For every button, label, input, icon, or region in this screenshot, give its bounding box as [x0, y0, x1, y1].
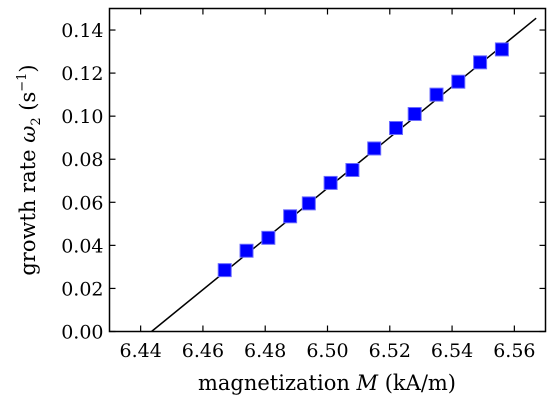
data-point [429, 87, 444, 102]
x-tick-label: 6.54 [431, 340, 473, 362]
y-tick-label: 0.00 [61, 322, 103, 344]
data-point [389, 121, 404, 136]
x-tick-label: 6.44 [119, 340, 161, 362]
x-axis-label: magnetization M (kA/m) [198, 371, 456, 395]
data-point [473, 55, 488, 70]
data-point [451, 74, 466, 89]
y-tick-label: 0.08 [61, 149, 103, 171]
data-point [283, 209, 298, 224]
y-tick-label: 0.14 [61, 20, 103, 42]
data-point [261, 230, 276, 245]
x-tick-label: 6.52 [369, 340, 411, 362]
data-point [367, 141, 382, 156]
data-point [494, 42, 509, 57]
y-tick-label: 0.12 [61, 63, 103, 85]
data-point [407, 107, 422, 122]
data-point [345, 163, 360, 177]
y-tick-label: 0.02 [61, 278, 103, 300]
y-tick-label: 0.04 [61, 235, 103, 257]
chart-marks [151, 17, 537, 333]
y-axis-label: growth rate ω2 (s−1) [15, 64, 44, 275]
x-tick-label: 6.56 [493, 340, 535, 362]
y-tick-label: 0.10 [61, 106, 103, 128]
data-point [217, 263, 232, 278]
fit-line [151, 17, 537, 333]
x-tick-label: 6.48 [244, 340, 286, 362]
data-point [323, 175, 338, 190]
x-tick-label: 6.50 [306, 340, 348, 362]
x-tick-label: 6.46 [182, 340, 224, 362]
data-point [239, 243, 254, 258]
data-point [301, 196, 316, 211]
ticks: 6.44 6.46 6.48 6.50 6.52 6.54 6.56 0.00 0.02 0.04… [61, 8, 546, 362]
y-tick-label: 0.06 [61, 192, 103, 214]
